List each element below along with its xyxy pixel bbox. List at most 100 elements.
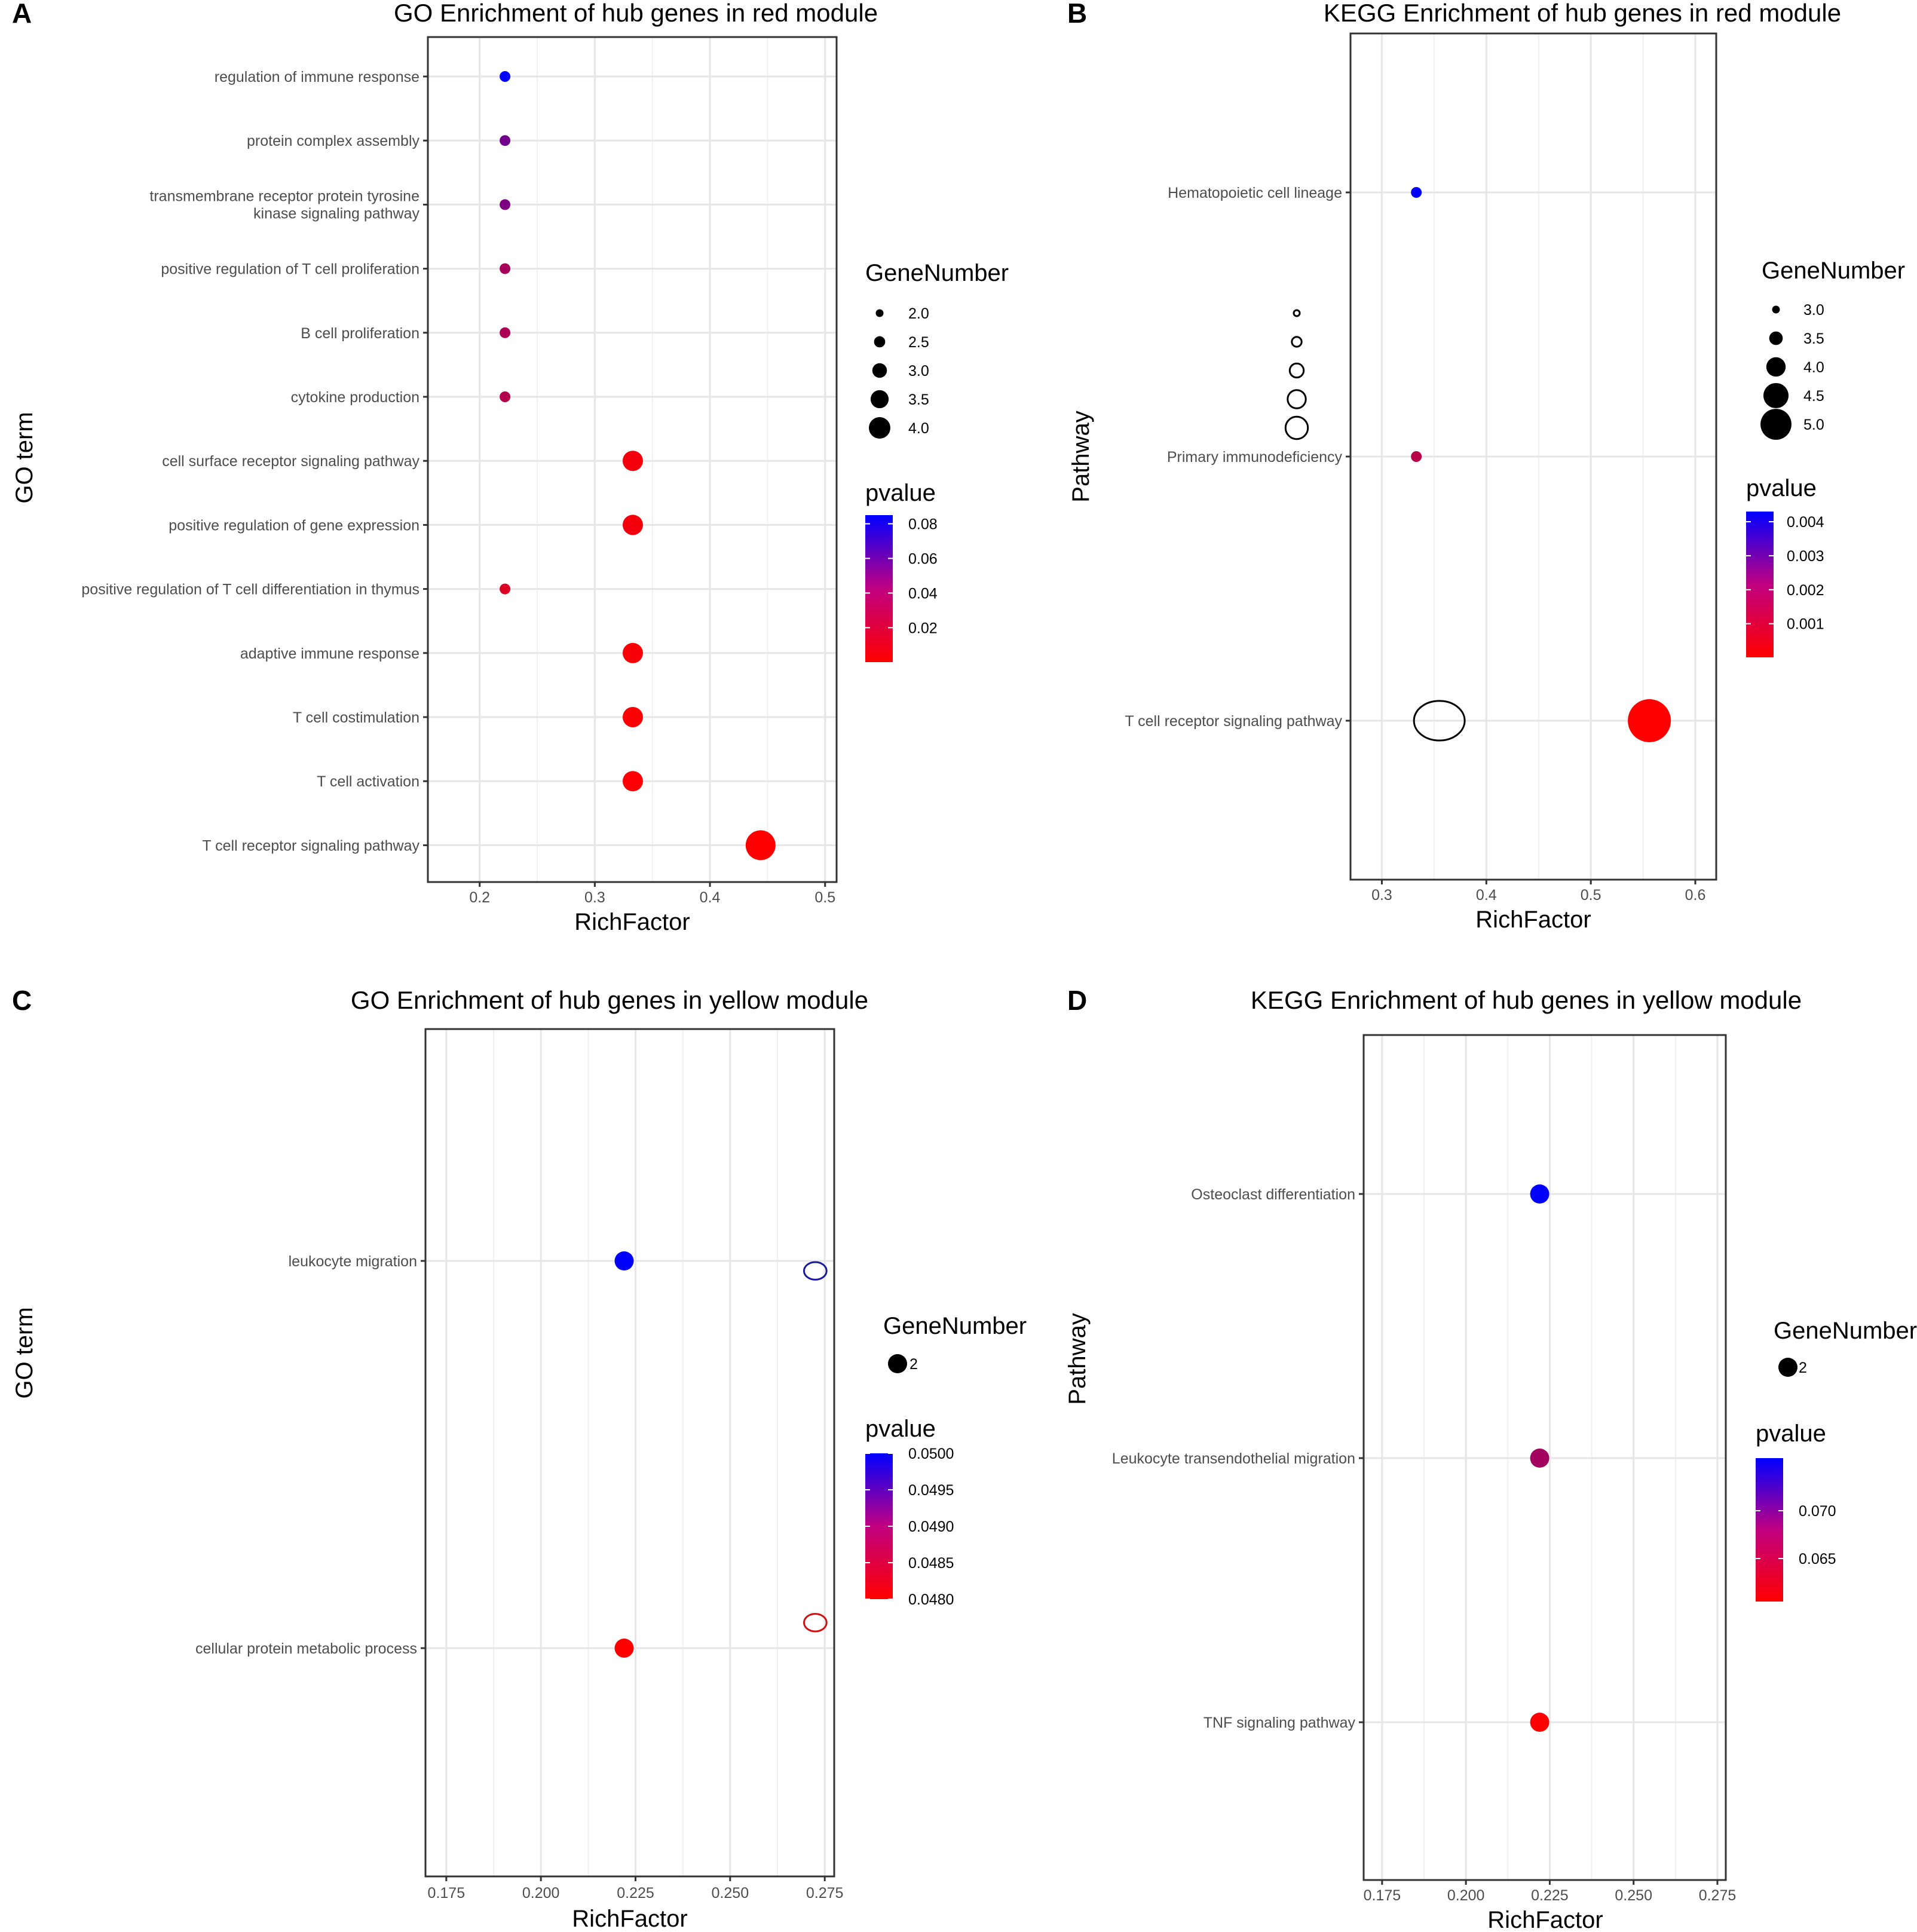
panel-letter: D <box>1067 985 1087 1016</box>
size-legend-key <box>1769 331 1783 345</box>
size-legend-key <box>1778 1358 1797 1377</box>
color-legend-label: 0.004 <box>1787 514 1824 531</box>
color-legend-title: pvalue <box>865 480 936 506</box>
data-point <box>500 327 511 338</box>
size-legend-label: 2 <box>1799 1360 1807 1376</box>
y-tick-label-line: transmembrane receptor protein tyrosine <box>149 188 419 204</box>
data-point <box>500 391 511 402</box>
size-legend-label: 2 <box>909 1356 918 1373</box>
gridlines <box>425 1029 834 1876</box>
y-tick-label: protein complex assembly <box>247 133 420 149</box>
x-tick-label: 0.5 <box>814 889 835 906</box>
color-legend-label: 0.0480 <box>908 1591 954 1608</box>
size-legend-key <box>870 390 889 409</box>
size-legend-label: 4.0 <box>908 420 929 437</box>
data-points <box>500 71 776 861</box>
y-tick-label: Hematopoietic cell lineage <box>1168 185 1342 201</box>
y-tick-label: positive regulation of T cell differenti… <box>81 581 419 598</box>
y-tick-label: cytokine production <box>291 389 419 406</box>
y-tick-label-line: kinase signaling pathway <box>253 205 419 222</box>
size-legend-key <box>872 363 887 378</box>
data-point <box>1411 451 1422 462</box>
size-legend: GeneNumber 2 <box>1774 1318 1917 1377</box>
size-legend-label: 3.0 <box>908 363 929 379</box>
y-tick-label: T cell receptor signaling pathway <box>202 837 419 854</box>
stray-hollow-mark <box>1284 415 1309 440</box>
data-point <box>622 771 643 792</box>
chart-title: GO Enrichment of hub genes in yellow mod… <box>351 986 868 1014</box>
x-axis-title: RichFactor <box>1487 1907 1603 1932</box>
size-legend-key <box>1766 357 1786 377</box>
size-legend-key <box>869 417 890 439</box>
data-point <box>614 1251 634 1270</box>
y-tick-label: positive regulation of T cell proliferat… <box>161 261 419 278</box>
panel-b: B KEGG Enrichment of hub genes in red mod… <box>1067 0 1905 933</box>
data-point <box>614 1639 634 1658</box>
data-point <box>622 707 643 727</box>
plot-border <box>427 36 838 883</box>
data-points <box>614 1251 828 1658</box>
chart-title: KEGG Enrichment of hub genes in yellow m… <box>1251 986 1802 1014</box>
data-point <box>622 515 643 535</box>
size-legend-label: 2.5 <box>908 334 929 351</box>
x-tick-label: 0.175 <box>1364 1887 1401 1904</box>
size-legend-key <box>1772 305 1780 314</box>
data-point <box>1530 1449 1549 1468</box>
data-point <box>1411 187 1422 198</box>
panel-letter: A <box>12 0 32 29</box>
x-tick-label: 0.4 <box>1476 887 1497 904</box>
plot-area <box>425 1029 834 1876</box>
y-tick-label: Osteoclast differentiation <box>1191 1186 1355 1203</box>
x-axis-title: RichFactor <box>572 1906 687 1932</box>
color-legend-label: 0.04 <box>908 585 938 602</box>
y-axis-title: Pathway <box>1068 411 1094 502</box>
color-legend-label: 0.02 <box>908 620 938 636</box>
data-point <box>500 135 511 146</box>
panel-a: A GO Enrichment of hub genes in red modul… <box>11 0 1009 935</box>
x-tick-label: 0.275 <box>1699 1887 1737 1904</box>
stray-hollow-mark <box>1291 336 1303 348</box>
stray-hollow-mark <box>1293 309 1301 317</box>
y-axis: regulation of immune response protein com… <box>81 69 428 854</box>
y-tick-label: TNF signaling pathway <box>1204 1714 1356 1731</box>
data-point <box>1530 1713 1549 1732</box>
color-legend-label: 0.06 <box>908 550 938 567</box>
size-legend: GeneNumber 2.0 2.5 3.0 3.5 4.0 <box>865 260 1009 439</box>
y-axis-title: GO term <box>11 412 38 503</box>
x-axis: 0.3 0.4 0.5 0.6 RichFactor <box>1371 880 1705 933</box>
data-point <box>1628 699 1671 742</box>
data-point <box>1530 1184 1549 1204</box>
data-points <box>1284 187 1671 742</box>
color-legend-label: 0.002 <box>1787 582 1824 599</box>
color-legend-label: 0.003 <box>1787 548 1824 565</box>
size-legend-label: 3.5 <box>1803 330 1824 347</box>
x-tick-label: 0.2 <box>469 889 490 906</box>
x-tick-label: 0.3 <box>584 889 605 906</box>
y-tick-label: positive regulation of gene expression <box>169 517 419 534</box>
x-tick-label: 0.3 <box>1371 887 1392 904</box>
size-legend: GeneNumber 3.0 3.5 4.0 4.5 5.0 <box>1760 258 1905 440</box>
y-tick-label: leukocyte migration <box>289 1253 417 1270</box>
chart-title: KEGG Enrichment of hub genes in red modu… <box>1324 0 1841 27</box>
color-legend-label: 0.070 <box>1799 1503 1836 1520</box>
x-tick-label: 0.200 <box>1447 1887 1485 1904</box>
data-point <box>745 830 776 861</box>
size-legend-title: GeneNumber <box>1762 258 1905 284</box>
color-legend-label: 0.001 <box>1787 616 1824 633</box>
color-bar <box>865 515 893 662</box>
color-legend-title: pvalue <box>1746 475 1817 501</box>
x-tick-label: 0.175 <box>428 1885 466 1902</box>
color-legend: pvalue 0.070 0.065 <box>1756 1420 1836 1602</box>
size-legend-label: 5.0 <box>1803 417 1824 433</box>
color-legend-label: 0.0495 <box>908 1482 954 1499</box>
x-axis-title: RichFactor <box>1475 907 1591 933</box>
x-tick-label: 0.250 <box>712 1885 749 1902</box>
size-legend-title: GeneNumber <box>865 260 1009 286</box>
plot-border <box>424 1028 835 1878</box>
color-legend-title: pvalue <box>1756 1420 1826 1447</box>
size-legend-label: 2.0 <box>908 305 929 322</box>
y-tick-label: adaptive immune response <box>240 645 419 662</box>
x-tick-label: 0.250 <box>1615 1887 1652 1904</box>
y-axis-title: GO term <box>11 1307 38 1398</box>
